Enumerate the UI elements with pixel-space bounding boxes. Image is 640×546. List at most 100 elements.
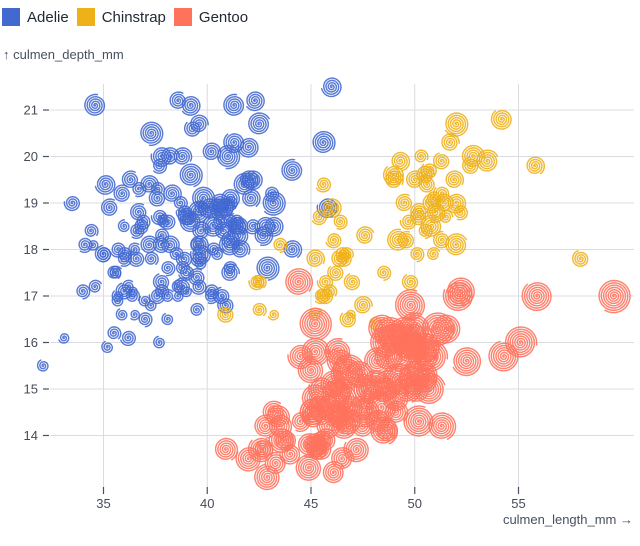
y-tick-label: 16 xyxy=(24,335,38,350)
data-point-chinstrap xyxy=(356,226,375,244)
legend-swatch-gentoo xyxy=(173,8,192,26)
data-point-gentoo xyxy=(598,279,631,314)
data-point-chinstrap xyxy=(445,170,465,188)
data-point-adelie xyxy=(155,228,170,244)
data-point-adelie xyxy=(101,340,114,354)
data-point-adelie xyxy=(179,163,203,188)
data-point-chinstrap xyxy=(441,133,460,151)
data-point-adelie xyxy=(190,235,209,256)
data-point-chinstrap xyxy=(420,214,442,237)
data-point-chinstrap xyxy=(414,149,429,163)
data-point-chinstrap xyxy=(354,295,373,314)
data-point-adelie xyxy=(161,288,174,302)
data-point-adelie xyxy=(237,137,259,158)
data-point-adelie xyxy=(204,284,220,300)
data-point-chinstrap xyxy=(377,265,392,281)
data-point-chinstrap xyxy=(432,152,450,170)
data-point-chinstrap xyxy=(311,209,327,226)
data-point-adelie xyxy=(210,193,230,212)
x-tick-label: 45 xyxy=(304,496,318,511)
data-point-adelie xyxy=(216,144,241,170)
data-point-adelie xyxy=(189,244,211,265)
y-tick-label: 14 xyxy=(24,428,38,443)
legend: Adelie Chinstrap Gentoo xyxy=(2,8,256,26)
data-point-chinstrap xyxy=(453,205,469,221)
data-point-gentoo xyxy=(411,365,438,393)
data-point-chinstrap xyxy=(426,247,441,261)
data-point-chinstrap xyxy=(410,207,427,226)
data-point-adelie xyxy=(175,261,190,275)
data-point-gentoo xyxy=(301,384,330,412)
data-point-adelie xyxy=(153,158,168,174)
data-point-adelie xyxy=(115,308,128,321)
data-point-gentoo xyxy=(428,412,457,440)
data-point-chinstrap xyxy=(252,274,267,289)
data-point-chinstrap xyxy=(327,265,344,281)
data-point-adelie xyxy=(144,251,159,266)
data-point-adelie xyxy=(254,226,274,247)
data-point-chinstrap xyxy=(273,237,288,254)
data-point-adelie xyxy=(84,93,106,116)
data-point-adelie xyxy=(161,312,174,326)
data-point-gentoo xyxy=(254,440,274,458)
data-point-gentoo xyxy=(409,333,440,363)
y-axis-title: ↑ culmen_depth_mm xyxy=(3,47,124,62)
data-point-adelie xyxy=(202,214,224,237)
data-point-adelie xyxy=(241,170,263,191)
data-point-adelie xyxy=(130,223,145,240)
data-point-adelie xyxy=(179,284,192,298)
data-point-chinstrap xyxy=(476,149,499,172)
data-point-chinstrap xyxy=(571,250,589,267)
data-point-chinstrap xyxy=(444,112,469,137)
data-point-gentoo xyxy=(328,377,353,402)
y-tick-label: 17 xyxy=(24,289,38,304)
data-point-chinstrap xyxy=(306,249,326,267)
data-point-adelie xyxy=(202,142,222,161)
data-point-adelie xyxy=(140,175,160,193)
data-point-chinstrap xyxy=(217,305,234,323)
data-point-adelie xyxy=(190,114,209,133)
data-point-gentoo xyxy=(310,400,334,426)
data-point-adelie xyxy=(111,290,124,302)
data-point-adelie xyxy=(107,326,122,340)
data-point-adelie xyxy=(76,284,91,300)
data-point-chinstrap xyxy=(447,193,467,214)
data-point-adelie xyxy=(88,279,102,293)
data-point-gentoo xyxy=(285,268,314,295)
data-point-adelie xyxy=(169,91,186,109)
data-point-adelie xyxy=(181,95,201,116)
data-point-chinstrap xyxy=(445,233,468,256)
y-tick-label: 18 xyxy=(24,242,38,257)
data-point-chinstrap xyxy=(420,163,437,179)
legend-swatch-chinstrap xyxy=(76,8,95,26)
data-point-adelie xyxy=(117,251,132,267)
data-point-adelie xyxy=(242,188,261,207)
data-point-adelie xyxy=(58,333,70,344)
data-point-gentoo xyxy=(274,430,297,451)
data-point-chinstrap xyxy=(422,193,442,214)
data-point-chinstrap xyxy=(462,156,479,174)
data-point-adelie xyxy=(150,209,168,226)
y-tick-label: 20 xyxy=(24,149,38,164)
data-point-adelie xyxy=(130,309,140,321)
data-point-gentoo xyxy=(287,344,313,370)
data-point-gentoo xyxy=(254,414,278,439)
data-point-adelie xyxy=(190,279,207,295)
data-point-adelie xyxy=(223,93,245,116)
legend-label-gentoo: Gentoo xyxy=(198,8,249,26)
data-point-gentoo xyxy=(322,461,345,484)
data-point-adelie xyxy=(264,216,284,237)
data-point-adelie xyxy=(120,330,137,347)
data-point-adelie xyxy=(221,263,241,281)
data-point-chinstrap xyxy=(395,193,413,212)
x-tick-label: 40 xyxy=(200,496,214,511)
data-point-adelie xyxy=(87,240,99,251)
data-point-chinstrap xyxy=(267,309,280,321)
data-point-gentoo xyxy=(430,314,461,344)
data-point-adelie xyxy=(109,242,126,258)
data-point-adelie xyxy=(115,282,132,300)
data-point-adelie xyxy=(78,237,93,254)
data-point-chinstrap xyxy=(316,274,334,291)
data-point-gentoo xyxy=(370,377,396,402)
data-point-gentoo xyxy=(301,337,330,366)
